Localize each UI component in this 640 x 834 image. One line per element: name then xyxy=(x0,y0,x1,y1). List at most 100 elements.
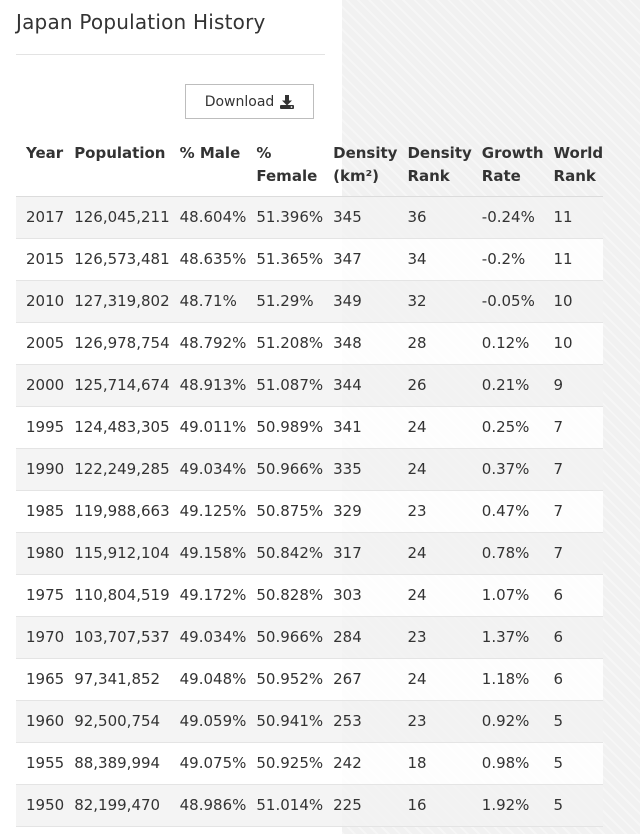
column-header-line1: Growth xyxy=(481,144,544,162)
page-title: Japan Population History xyxy=(16,10,266,34)
table-cell-growth-rate: 0.78% xyxy=(471,532,544,575)
table-cell-percent-female: 50.875% xyxy=(246,490,324,533)
population-table: Year Population% Male% Female Density (km²) D… xyxy=(16,136,604,827)
table-cell-density-rank: 24 xyxy=(397,406,472,449)
table-cell-growth-rate: 0.25% xyxy=(471,406,544,449)
table-cell-population: 122,249,285 xyxy=(64,448,170,491)
table-row: 1995 124,483,305 49.011% 50.989% 341 24 0.25% 7 xyxy=(16,406,604,449)
column-header-line2: Rank xyxy=(407,167,450,185)
table-cell-percent-male: 49.034% xyxy=(169,616,247,659)
table-cell-percent-male: 49.048% xyxy=(169,658,247,701)
table-cell-year: 1990 xyxy=(16,448,65,491)
table-row: 1960 92,500,754 49.059% 50.941% 253 23 0.92% 5 xyxy=(16,700,604,743)
table-cell-density: 225 xyxy=(323,784,398,827)
table-row: 1965 97,341,852 49.048% 50.952% 267 24 1.18% 6 xyxy=(16,658,604,701)
download-button[interactable]: Download xyxy=(185,84,314,119)
table-cell-year: 1955 xyxy=(16,742,65,785)
table-cell-world-rank: 7 xyxy=(543,490,604,533)
table-cell-year: 1995 xyxy=(16,406,65,449)
table-cell-year: 1950 xyxy=(16,784,65,827)
table-cell-density: 242 xyxy=(323,742,398,785)
table-cell-population: 97,341,852 xyxy=(64,658,170,701)
table-cell-density: 335 xyxy=(323,448,398,491)
table-cell-percent-male: 48.635% xyxy=(169,238,247,281)
column-header-line1: Year xyxy=(26,144,64,162)
table-cell-population: 88,389,994 xyxy=(64,742,170,785)
table-cell-population: 126,045,211 xyxy=(64,196,170,239)
table-cell-world-rank: 10 xyxy=(543,322,604,365)
table-cell-year: 1985 xyxy=(16,490,65,533)
table-cell-world-rank: 11 xyxy=(543,196,604,239)
table-cell-percent-female: 51.365% xyxy=(246,238,324,281)
table-cell-growth-rate: 0.37% xyxy=(471,448,544,491)
table-cell-density-rank: 34 xyxy=(397,238,472,281)
table-cell-percent-male: 48.913% xyxy=(169,364,247,407)
column-header-line1: World xyxy=(553,144,604,162)
column-header-line2: (km²) xyxy=(333,167,380,185)
column-header-line2: Female xyxy=(256,167,318,185)
table-cell-growth-rate: 1.18% xyxy=(471,658,544,701)
table-row: 2000 125,714,674 48.913% 51.087% 344 26 0.21% 9 xyxy=(16,364,604,407)
table-cell-percent-male: 48.604% xyxy=(169,196,247,239)
table-cell-world-rank: 5 xyxy=(543,700,604,743)
column-header-density: Density (km²) xyxy=(323,136,398,197)
column-header-line1: % Male xyxy=(179,144,241,162)
table-cell-world-rank: 6 xyxy=(543,658,604,701)
column-header-percent-male: % Male xyxy=(169,136,247,197)
table-row: 1955 88,389,994 49.075% 50.925% 242 18 0.98% 5 xyxy=(16,742,604,785)
table-row: 1975 110,804,519 49.172% 50.828% 303 24 1.07% 6 xyxy=(16,574,604,617)
table-cell-percent-female: 50.952% xyxy=(246,658,324,701)
table-cell-density-rank: 18 xyxy=(397,742,472,785)
table-row: 1990 122,249,285 49.034% 50.966% 335 24 0.37% 7 xyxy=(16,448,604,491)
table-cell-percent-female: 50.989% xyxy=(246,406,324,449)
table-row: 2015 126,573,481 48.635% 51.365% 347 34 -0.2% 1… xyxy=(16,238,604,281)
table-cell-density-rank: 24 xyxy=(397,532,472,575)
table-cell-year: 2005 xyxy=(16,322,65,365)
table-cell-growth-rate: -0.24% xyxy=(471,196,544,239)
table-cell-percent-male: 49.011% xyxy=(169,406,247,449)
table-cell-percent-male: 49.034% xyxy=(169,448,247,491)
table-cell-growth-rate: 0.98% xyxy=(471,742,544,785)
table-cell-growth-rate: 0.12% xyxy=(471,322,544,365)
table-cell-density: 253 xyxy=(323,700,398,743)
table-cell-growth-rate: 1.37% xyxy=(471,616,544,659)
table-cell-percent-male: 49.172% xyxy=(169,574,247,617)
table-cell-population: 110,804,519 xyxy=(64,574,170,617)
table-cell-world-rank: 7 xyxy=(543,406,604,449)
table-cell-density: 347 xyxy=(323,238,398,281)
table-cell-year: 1960 xyxy=(16,700,65,743)
table-cell-density-rank: 24 xyxy=(397,448,472,491)
column-header-growth-rate: Growth Rate xyxy=(471,136,544,197)
table-cell-percent-female: 50.925% xyxy=(246,742,324,785)
column-header-line1: Density xyxy=(333,144,398,162)
table-cell-growth-rate: 0.92% xyxy=(471,700,544,743)
table-cell-density-rank: 24 xyxy=(397,574,472,617)
table-cell-percent-female: 50.828% xyxy=(246,574,324,617)
table-cell-density-rank: 16 xyxy=(397,784,472,827)
table-cell-year: 2010 xyxy=(16,280,65,323)
table-cell-density: 348 xyxy=(323,322,398,365)
table-cell-density-rank: 36 xyxy=(397,196,472,239)
table-cell-percent-male: 48.986% xyxy=(169,784,247,827)
table-cell-growth-rate: 0.21% xyxy=(471,364,544,407)
table-row: 2017 126,045,211 48.604% 51.396% 345 36 -0.24%… xyxy=(16,196,604,239)
table-cell-year: 1965 xyxy=(16,658,65,701)
table-body: 2017 126,045,211 48.604% 51.396% 345 36 -0.24%… xyxy=(16,196,604,827)
table-header-row: Year Population% Male% Female Density (km²) D… xyxy=(16,136,604,197)
table-cell-density: 349 xyxy=(323,280,398,323)
table-cell-world-rank: 5 xyxy=(543,742,604,785)
table-cell-world-rank: 5 xyxy=(543,784,604,827)
table-cell-percent-female: 51.087% xyxy=(246,364,324,407)
table-cell-year: 2000 xyxy=(16,364,65,407)
column-header-line1: Density xyxy=(407,144,472,162)
column-header-percent-female: % Female xyxy=(246,136,324,197)
table-cell-world-rank: 7 xyxy=(543,448,604,491)
table-cell-percent-female: 50.941% xyxy=(246,700,324,743)
table-cell-growth-rate: 0.47% xyxy=(471,490,544,533)
table-cell-percent-male: 49.125% xyxy=(169,490,247,533)
table-cell-density-rank: 26 xyxy=(397,364,472,407)
table-cell-percent-female: 50.966% xyxy=(246,616,324,659)
table-cell-density-rank: 24 xyxy=(397,658,472,701)
column-header-density-rank: Density Rank xyxy=(397,136,472,197)
table-cell-population: 119,988,663 xyxy=(64,490,170,533)
